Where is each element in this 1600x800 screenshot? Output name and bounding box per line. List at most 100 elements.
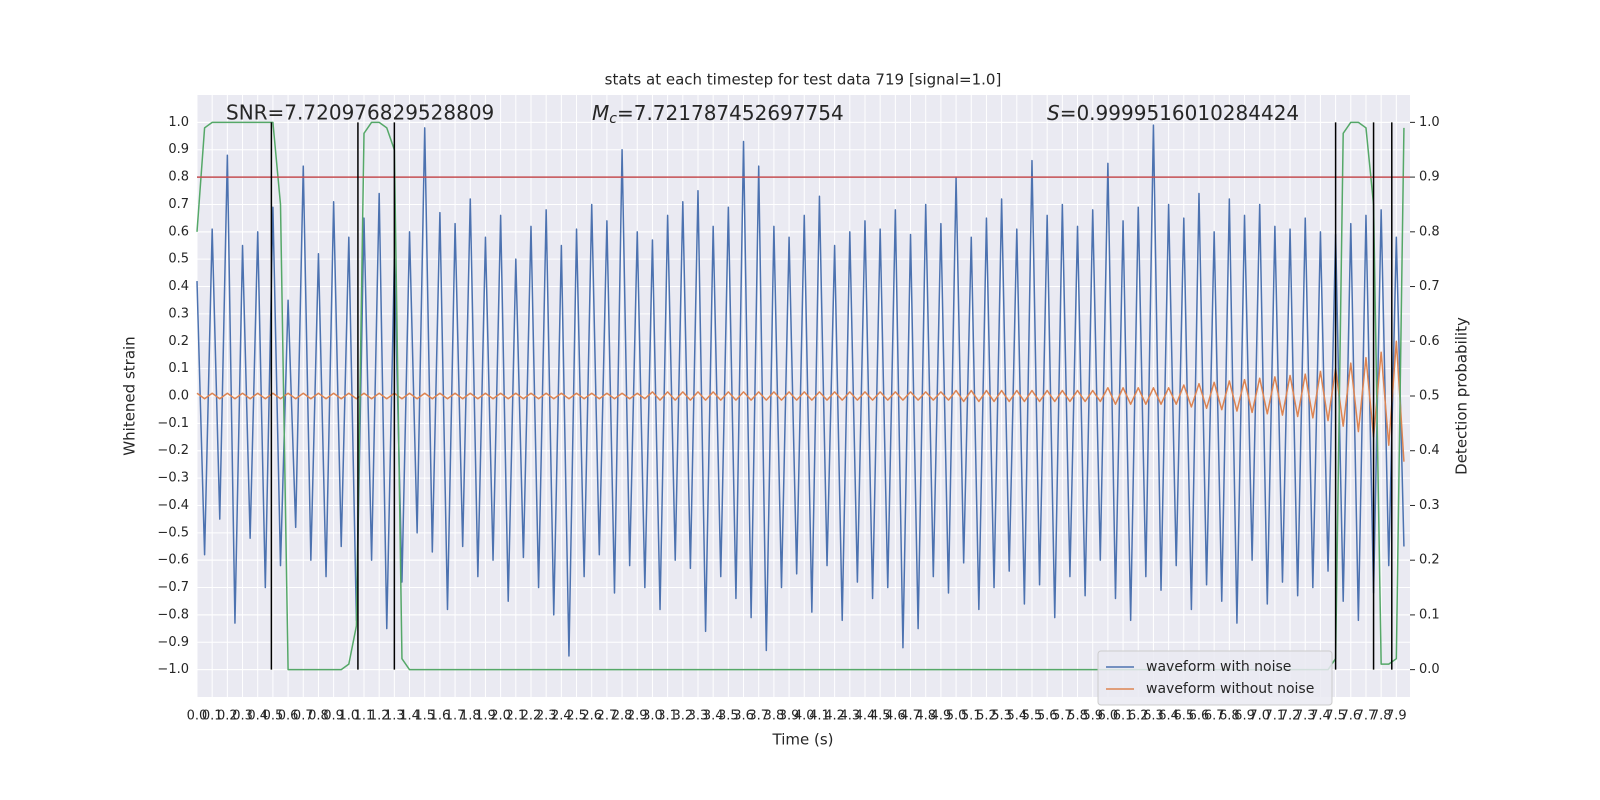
x-tick-label: 2.7 (597, 709, 618, 724)
x-tick-label: 3.4 (703, 709, 724, 724)
x-tick-label: 2.6 (581, 709, 602, 724)
x-tick-label: 2.8 (612, 709, 633, 724)
x-tick-label: 3.2 (672, 709, 693, 724)
y-tick-label: −0.5 (157, 525, 189, 540)
y-tick-label: −0.7 (157, 580, 189, 595)
annotation-symbol: S (1047, 101, 1060, 125)
x-tick-label: 6.8 (1219, 709, 1240, 724)
x-tick-label: 6.0 (1098, 709, 1119, 724)
x-tick-label: 5.8 (1067, 709, 1088, 724)
x-tick-label: 5.2 (976, 709, 997, 724)
x-tick-label: 6.7 (1204, 709, 1225, 724)
annotation-text: =7.721787452697754 (617, 101, 844, 125)
chart-title: stats at each timestep for test data 719… (605, 71, 1002, 89)
x-tick-label: 7.8 (1371, 709, 1392, 724)
x-tick-label: 4.3 (839, 709, 860, 724)
x-tick-label: 5.5 (1022, 709, 1043, 724)
x-tick-label: 3.6 (733, 709, 754, 724)
x-tick-label: 7.3 (1295, 709, 1316, 724)
x-tick-label: 2.4 (551, 709, 572, 724)
y-tick-label: 0.1 (168, 361, 189, 376)
x-tick-label: 5.7 (1052, 709, 1073, 724)
y-axis-label: Whitened strain (121, 336, 139, 455)
x-tick-label: 0.7 (293, 709, 314, 724)
x-tick-label: 3.8 (764, 709, 785, 724)
y2-tick-label: 0.8 (1419, 224, 1440, 239)
x-tick-label: 7.7 (1356, 709, 1377, 724)
y-tick-label: 1.0 (168, 115, 189, 130)
x-tick-label: 7.9 (1386, 709, 1407, 724)
x-tick-label: 2.1 (505, 709, 526, 724)
x-tick-label: 1.0 (338, 709, 359, 724)
x-tick-label: 0.0 (187, 709, 208, 724)
y2-tick-label: 0.3 (1419, 498, 1440, 513)
x-tick-label: 1.6 (430, 709, 451, 724)
x-tick-label: 7.6 (1340, 709, 1361, 724)
x-tick-label: 3.0 (642, 709, 663, 724)
x-tick-label: 3.1 (657, 709, 678, 724)
x-tick-label: 7.1 (1265, 709, 1286, 724)
y-tick-label: −0.9 (157, 635, 189, 650)
x-tick-label: 5.1 (961, 709, 982, 724)
x-tick-label: 0.6 (278, 709, 299, 724)
x-tick-label: 0.2 (217, 709, 238, 724)
x-tick-label: 2.5 (566, 709, 587, 724)
x-tick-label: 3.3 (688, 709, 709, 724)
x-tick-label: 1.4 (399, 709, 420, 724)
annotation-text: =0.9999516010284424 (1060, 101, 1299, 125)
x-tick-label: 5.4 (1006, 709, 1027, 724)
x-tick-label: 6.9 (1234, 709, 1255, 724)
x-tick-label: 1.1 (354, 709, 375, 724)
x-tick-label: 6.1 (1113, 709, 1134, 724)
x-tick-label: 1.9 (475, 709, 496, 724)
annotation-symbol: M (592, 101, 609, 125)
y2-tick-label: 0.7 (1419, 279, 1440, 294)
y-tick-label: −0.3 (157, 471, 189, 486)
x-tick-label: 4.4 (855, 709, 876, 724)
y2-tick-label: 0.2 (1419, 553, 1440, 568)
x-tick-label: 3.5 (718, 709, 739, 724)
x-tick-label: 6.6 (1189, 709, 1210, 724)
y-tick-label: −0.2 (157, 443, 189, 458)
annotation: S=0.9999516010284424 (1047, 101, 1299, 125)
y2-tick-label: 1.0 (1419, 115, 1440, 130)
x-tick-label: 6.5 (1173, 709, 1194, 724)
y-tick-label: 0.8 (168, 170, 189, 185)
y2-tick-label: 0.4 (1419, 443, 1440, 458)
y-tick-label: −0.1 (157, 416, 189, 431)
legend-label: waveform with noise (1146, 659, 1291, 675)
x-tick-label: 5.6 (1037, 709, 1058, 724)
y2-tick-label: 0.9 (1419, 170, 1440, 185)
y-tick-label: −0.4 (157, 498, 189, 513)
y-tick-label: 0.6 (168, 224, 189, 239)
x-tick-label: 4.7 (900, 709, 921, 724)
x-tick-label: 6.2 (1128, 709, 1149, 724)
y-tick-label: −0.8 (157, 607, 189, 622)
x-tick-label: 2.3 (536, 709, 557, 724)
x-tick-label: 5.0 (946, 709, 967, 724)
x-tick-label: 1.5 (414, 709, 435, 724)
x-tick-label: 1.3 (384, 709, 405, 724)
y2-tick-label: 0.5 (1419, 389, 1440, 404)
y2-tick-label: 0.6 (1419, 334, 1440, 349)
x-tick-label: 7.0 (1249, 709, 1270, 724)
x-tick-label: 2.2 (521, 709, 542, 724)
x-tick-label: 5.9 (1082, 709, 1103, 724)
x-axis-label: Time (s) (772, 731, 834, 749)
x-tick-label: 0.5 (263, 709, 284, 724)
x-tick-label: 6.3 (1143, 709, 1164, 724)
y-tick-label: 0.5 (168, 252, 189, 267)
annotation-subscript: c (609, 111, 617, 127)
x-tick-label: 3.7 (748, 709, 769, 724)
x-tick-label: 7.4 (1310, 709, 1331, 724)
x-tick-label: 0.3 (232, 709, 253, 724)
y-tick-label: 0.0 (168, 389, 189, 404)
x-tick-label: 4.6 (885, 709, 906, 724)
x-tick-label: 1.7 (445, 709, 466, 724)
x-tick-label: 1.2 (369, 709, 390, 724)
x-tick-label: 7.2 (1280, 709, 1301, 724)
x-tick-label: 4.1 (809, 709, 830, 724)
legend-label: waveform without noise (1146, 681, 1314, 697)
y-tick-label: 0.4 (168, 279, 189, 294)
y-tick-label: −1.0 (157, 662, 189, 677)
